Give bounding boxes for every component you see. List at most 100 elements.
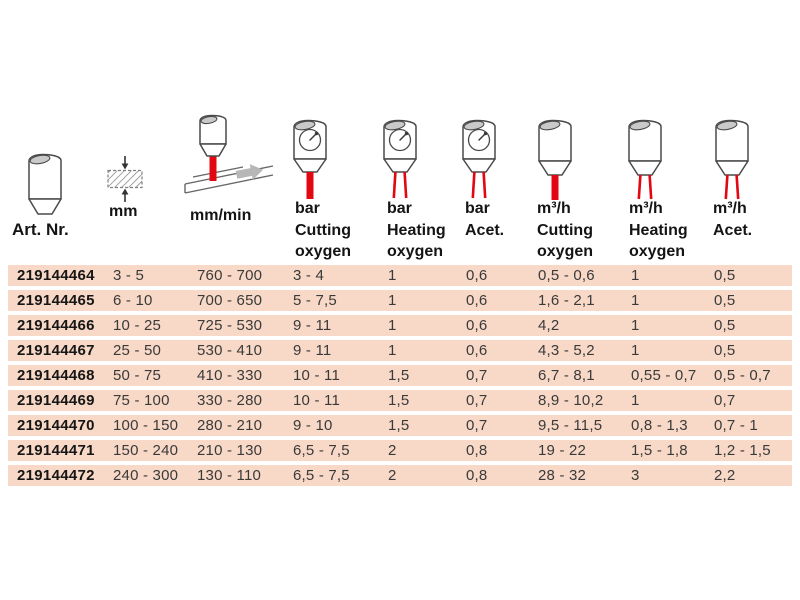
cell-speed-mm-min: 725 - 530 bbox=[197, 317, 263, 334]
cell-thickness-mm: 150 - 240 bbox=[113, 442, 179, 459]
column-label-m3h-cutting-oxygen: m³/h Cutting oxygen bbox=[537, 198, 593, 263]
cell-m3h-heating-oxygen: 3 bbox=[631, 467, 640, 484]
cell-thickness-mm: 75 - 100 bbox=[113, 392, 170, 409]
cell-bar-cutting-oxygen: 9 - 10 bbox=[293, 417, 333, 434]
cell-art-nr: 219144466 bbox=[17, 317, 95, 334]
cell-bar-heating-oxygen: 1,5 bbox=[388, 392, 410, 409]
cell-bar-cutting-oxygen: 9 - 11 bbox=[293, 317, 332, 334]
cell-speed-mm-min: 760 - 700 bbox=[197, 267, 263, 284]
cell-speed-mm-min: 330 - 280 bbox=[197, 392, 263, 409]
cell-art-nr: 219144464 bbox=[17, 267, 95, 284]
cell-bar-cutting-oxygen: 6,5 - 7,5 bbox=[293, 442, 350, 459]
cell-speed-mm-min: 210 - 130 bbox=[197, 442, 263, 459]
unit-label: bar bbox=[387, 200, 412, 217]
column-label-mm-min: mm/min bbox=[190, 207, 252, 224]
gas-label: Acet. bbox=[713, 221, 753, 239]
cell-m3h-acetylene: 1,2 - 1,5 bbox=[714, 442, 771, 459]
column-label-art-nr: Art. Nr. bbox=[12, 220, 69, 239]
plate-thickness-icon bbox=[107, 156, 143, 202]
cell-m3h-cutting-oxygen: 9,5 - 11,5 bbox=[538, 417, 603, 434]
gas-label: oxygen bbox=[387, 243, 444, 260]
cell-art-nr: 219144465 bbox=[17, 292, 95, 309]
cell-bar-cutting-oxygen: 3 - 4 bbox=[293, 267, 325, 284]
cell-m3h-acetylene: 0,5 - 0,7 bbox=[714, 367, 771, 384]
unit-label: bar bbox=[465, 200, 490, 217]
column-label-bar-heating-oxygen: bar Heating oxygen bbox=[387, 198, 446, 263]
cell-m3h-cutting-oxygen: 1,6 - 2,1 bbox=[538, 292, 595, 309]
cell-bar-acetylene: 0,6 bbox=[466, 342, 488, 359]
cell-m3h-heating-oxygen: 1 bbox=[631, 292, 640, 309]
gauge-nozzle-double-jet-icon bbox=[383, 119, 417, 199]
cell-bar-heating-oxygen: 2 bbox=[388, 467, 397, 484]
cell-bar-acetylene: 0,7 bbox=[466, 392, 488, 409]
cell-bar-cutting-oxygen: 10 - 11 bbox=[293, 367, 340, 384]
cell-bar-heating-oxygen: 1 bbox=[388, 317, 397, 334]
gas-label: Cutting bbox=[537, 221, 593, 239]
unit-label: m³/h bbox=[629, 200, 663, 217]
cell-m3h-cutting-oxygen: 6,7 - 8,1 bbox=[538, 367, 595, 384]
cell-bar-heating-oxygen: 1 bbox=[388, 292, 397, 309]
gauge-nozzle-single-jet-icon bbox=[293, 119, 327, 199]
cell-art-nr: 219144468 bbox=[17, 367, 95, 384]
cell-bar-heating-oxygen: 2 bbox=[388, 442, 397, 459]
cell-m3h-acetylene: 0,5 bbox=[714, 267, 736, 284]
cell-art-nr: 219144470 bbox=[17, 417, 95, 434]
cell-thickness-mm: 10 - 25 bbox=[113, 317, 162, 334]
cell-m3h-cutting-oxygen: 0,5 - 0,6 bbox=[538, 267, 595, 284]
table-row: 219144472 240 - 300 130 - 110 6,5 - 7,5 … bbox=[8, 465, 792, 486]
spec-table: 219144464 3 - 5 760 - 700 3 - 4 1 0,6 0,… bbox=[8, 265, 792, 490]
cell-m3h-acetylene: 2,2 bbox=[714, 467, 736, 484]
unit-label: bar bbox=[295, 200, 320, 217]
column-label-m3h-acetylene: m³/h Acet. bbox=[713, 198, 752, 241]
gas-label: oxygen bbox=[295, 243, 352, 260]
cell-bar-acetylene: 0,7 bbox=[466, 367, 488, 384]
cell-bar-heating-oxygen: 1,5 bbox=[388, 367, 410, 384]
gauge-nozzle-double-jet-icon bbox=[462, 119, 496, 199]
gas-label: Heating bbox=[387, 221, 446, 239]
cell-m3h-heating-oxygen: 0,8 - 1,3 bbox=[631, 417, 688, 434]
cell-m3h-heating-oxygen: 1 bbox=[631, 392, 640, 409]
nozzle-double-jet-icon bbox=[715, 119, 749, 200]
gas-label: oxygen bbox=[629, 243, 686, 260]
cell-art-nr: 219144469 bbox=[17, 392, 95, 409]
cell-speed-mm-min: 410 - 330 bbox=[197, 367, 263, 384]
cell-bar-heating-oxygen: 1 bbox=[388, 267, 397, 284]
cell-m3h-acetylene: 0,5 bbox=[714, 317, 736, 334]
cell-thickness-mm: 3 - 5 bbox=[113, 267, 145, 284]
cell-m3h-cutting-oxygen: 4,3 - 5,2 bbox=[538, 342, 595, 359]
gas-label: Acet. bbox=[465, 221, 505, 239]
gas-label: Heating bbox=[629, 221, 688, 239]
column-label-bar-acetylene: bar Acet. bbox=[465, 198, 504, 241]
cutting-speed-torch-on-plate-icon bbox=[184, 114, 274, 194]
cell-bar-acetylene: 0,6 bbox=[466, 292, 488, 309]
cell-speed-mm-min: 700 - 650 bbox=[197, 292, 263, 309]
cell-bar-acetylene: 0,7 bbox=[466, 417, 488, 434]
gas-label: Cutting bbox=[295, 221, 351, 239]
cell-m3h-heating-oxygen: 0,55 - 0,7 bbox=[631, 367, 697, 384]
gas-label: oxygen bbox=[537, 243, 594, 260]
nozzle-double-jet-icon bbox=[628, 119, 662, 200]
table-row: 219144470 100 - 150 280 - 210 9 - 10 1,5… bbox=[8, 415, 792, 436]
cell-art-nr: 219144472 bbox=[17, 467, 95, 484]
column-label-m3h-heating-oxygen: m³/h Heating oxygen bbox=[629, 198, 688, 263]
nozzle-single-jet-icon bbox=[538, 119, 572, 200]
table-row: 219144471 150 - 240 210 - 130 6,5 - 7,5 … bbox=[8, 440, 792, 461]
table-row: 219144464 3 - 5 760 - 700 3 - 4 1 0,6 0,… bbox=[8, 265, 792, 286]
cell-thickness-mm: 50 - 75 bbox=[113, 367, 162, 384]
cell-m3h-acetylene: 0,7 - 1 bbox=[714, 417, 758, 434]
cell-m3h-cutting-oxygen: 19 - 22 bbox=[538, 442, 587, 459]
cell-thickness-mm: 6 - 10 bbox=[113, 292, 153, 309]
cell-bar-acetylene: 0,6 bbox=[466, 317, 488, 334]
cell-m3h-acetylene: 0,7 bbox=[714, 392, 736, 409]
cell-speed-mm-min: 130 - 110 bbox=[197, 467, 262, 484]
cell-bar-cutting-oxygen: 6,5 - 7,5 bbox=[293, 467, 350, 484]
cell-m3h-heating-oxygen: 1 bbox=[631, 317, 640, 334]
cell-bar-acetylene: 0,8 bbox=[466, 442, 488, 459]
unit-label: m³/h bbox=[713, 200, 747, 217]
cell-speed-mm-min: 530 - 410 bbox=[197, 342, 263, 359]
cell-thickness-mm: 25 - 50 bbox=[113, 342, 162, 359]
cell-bar-cutting-oxygen: 5 - 7,5 bbox=[293, 292, 337, 309]
cell-thickness-mm: 240 - 300 bbox=[113, 467, 179, 484]
cell-thickness-mm: 100 - 150 bbox=[113, 417, 179, 434]
cell-bar-cutting-oxygen: 10 - 11 bbox=[293, 392, 340, 409]
